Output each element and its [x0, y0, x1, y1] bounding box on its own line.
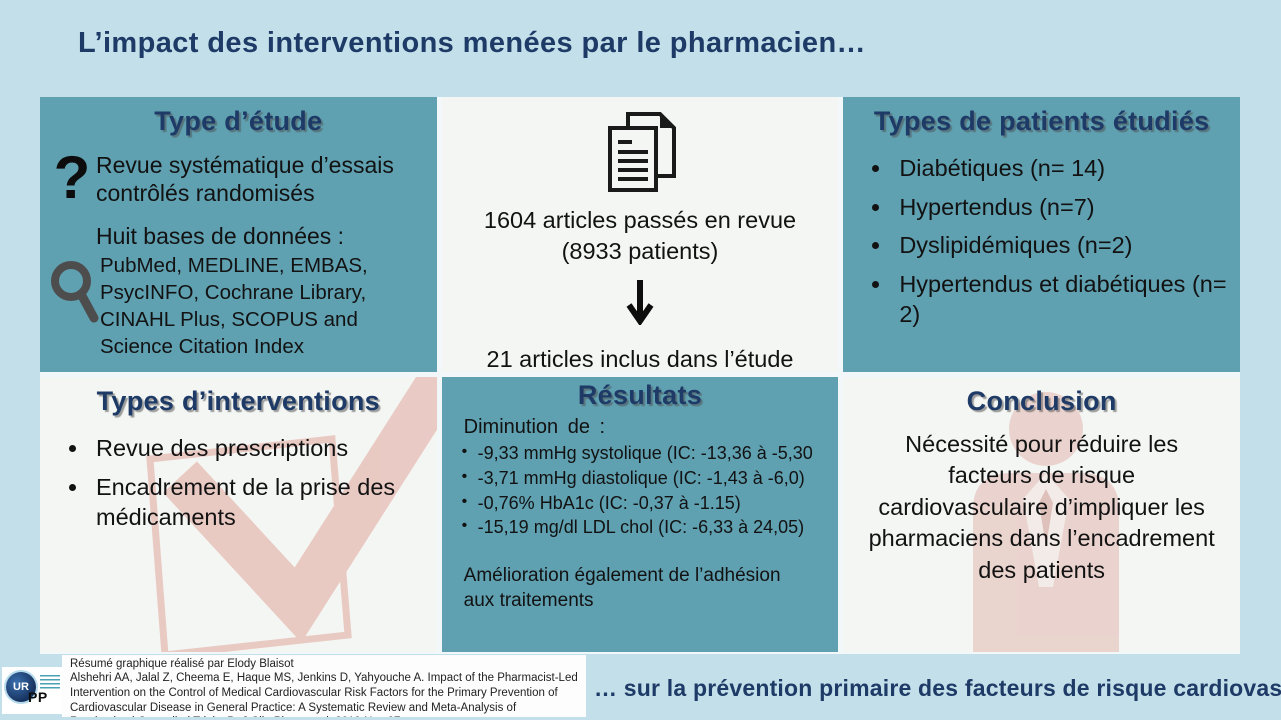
list-item: Revue des prescriptions — [90, 433, 437, 464]
articles-included-line: 21 articles inclus dans l’étude — [486, 346, 794, 372]
databases-row: PubMed, MEDLINE, EMBAS, PsycINFO, Cochra… — [40, 250, 437, 360]
study-type-row: ? Revue systématique d’essais contrôlés … — [40, 137, 437, 215]
databases-label: Huit bases de données : — [96, 223, 345, 249]
urpp-logo-fine-print — [40, 675, 60, 689]
articles-reviewed-line: 1604 articles passés en revue — [483, 207, 797, 233]
results-note: Amélioration également de l’adhésion aux… — [463, 565, 781, 611]
list-item: -9,33 mmHg systolique (IC: -13,36 à -5,3… — [462, 441, 839, 466]
question-mark-icon: ? — [53, 144, 91, 211]
urpp-logo-pp: PP — [28, 689, 48, 705]
card-patient-types: Types de patients étudiés Diabétiques (n… — [843, 97, 1240, 372]
card-study-type-heading: Type d’étude — [154, 106, 323, 136]
conclusion-text: Nécessité pour réduire les facteurs de r… — [868, 431, 1215, 583]
review-text: Revue systématique d’essais contrôlés ra… — [96, 152, 394, 207]
pharmacist-silhouette-watermark — [973, 392, 1120, 652]
list-item: Hypertendus (n=7) — [893, 192, 1240, 223]
card-results-heading: Résultats — [577, 380, 703, 410]
content-grid: Type d’étude ? Revue systématique d’essa… — [40, 97, 1240, 654]
down-arrow-icon — [626, 280, 654, 327]
list-item: Dyslipidémiques (n=2) — [893, 230, 1240, 261]
list-item: Encadrement de la prise des médicaments — [90, 472, 437, 533]
page-title: L’impact des interventions menées par le… — [78, 27, 866, 59]
list-item: -3,71 mmHg diastolique (IC: -1,43 à -6,0… — [462, 466, 839, 491]
magnifier-icon — [51, 261, 99, 323]
interventions-list: Revue des prescriptions Encadrement de l… — [40, 433, 437, 533]
card-conclusion-heading: Conclusion — [966, 386, 1117, 416]
patients-count-line: (8933 patients) — [561, 237, 719, 264]
articles-reviewed-block: 1604 articles passés en revue (8933 pati… — [442, 205, 839, 266]
card-article-flow: 1604 articles passés en revue (8933 pati… — [441, 97, 839, 372]
card-patient-types-heading: Types de patients étudiés — [873, 106, 1210, 136]
urpp-logo: UR PP — [2, 667, 63, 714]
list-item: -0,76% HbA1c (IC: -0,37 à -1.15) — [462, 491, 839, 516]
card-interventions: Types d’interventions Revue des prescrip… — [40, 377, 437, 652]
databases-list: PubMed, MEDLINE, EMBAS, PsycINFO, Cochra… — [100, 254, 368, 359]
results-list: -9,33 mmHg systolique (IC: -13,36 à -5,3… — [442, 441, 839, 540]
citation-box: Résumé graphique réalisé par Elody Blais… — [62, 655, 586, 717]
list-item: -15,19 mg/dl LDL chol (IC: -6,33 à 24,05… — [462, 515, 839, 540]
checkbox-watermark — [146, 377, 437, 652]
stacked-documents-icon — [607, 112, 676, 192]
patient-types-list: Diabétiques (n= 14) Hypertendus (n=7) Dy… — [843, 153, 1240, 330]
card-study-type: Type d’étude ? Revue systématique d’essa… — [40, 97, 437, 372]
citation-text: Alshehri AA, Jalal Z, Cheema E, Haque MS… — [70, 672, 578, 717]
urpp-logo-circle: UR — [6, 672, 36, 702]
card-results: Résultats Diminution de : -9,33 mmHg sys… — [441, 377, 839, 652]
list-item: Diabétiques (n= 14) — [893, 153, 1240, 184]
credit-line: Résumé graphique réalisé par Elody Blais… — [70, 658, 294, 670]
list-item: Hypertendus et diabétiques (n= 2) — [893, 269, 1240, 330]
results-intro: Diminution de : — [463, 416, 606, 438]
footer-tagline: … sur la prévention primaire des facteur… — [594, 675, 1281, 701]
card-conclusion: Conclusion Nécessité pour réduire les fa… — [843, 377, 1240, 652]
card-interventions-heading: Types d’interventions — [96, 386, 380, 416]
